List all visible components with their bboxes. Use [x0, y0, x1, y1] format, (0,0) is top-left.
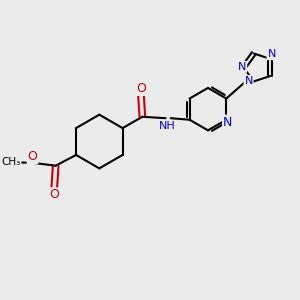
Text: CH₃: CH₃: [2, 157, 21, 167]
Text: O: O: [49, 188, 59, 201]
Text: NH: NH: [159, 121, 176, 131]
Text: N: N: [244, 76, 253, 86]
Text: O: O: [136, 82, 146, 95]
Text: N: N: [267, 49, 276, 59]
Text: N: N: [238, 62, 246, 72]
Text: O: O: [28, 150, 38, 163]
Text: N: N: [223, 116, 232, 128]
